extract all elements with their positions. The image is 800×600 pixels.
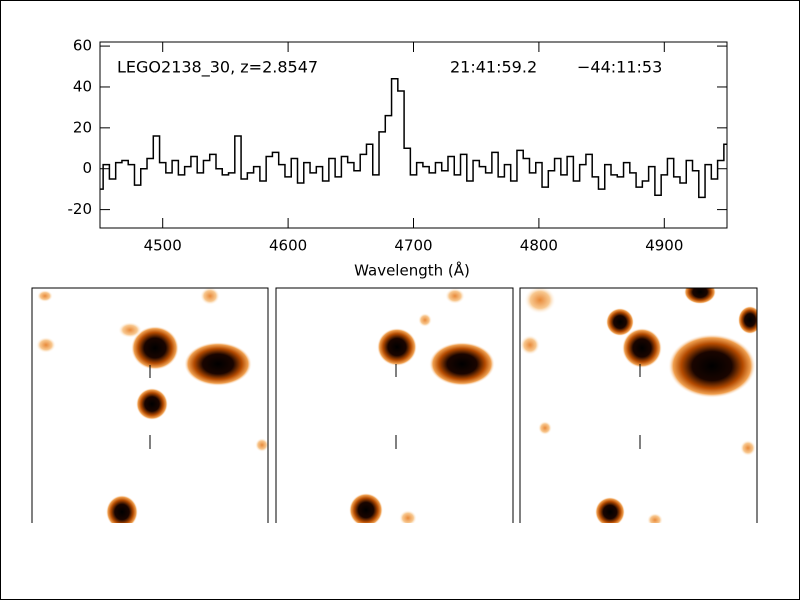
y-tick-label: 40 xyxy=(73,77,92,95)
x-tick-label: 4600 xyxy=(269,237,307,255)
panel-2 xyxy=(275,287,514,523)
panel-frame xyxy=(275,287,514,523)
image-panels xyxy=(31,287,758,523)
x-axis-label: Wavelength (Å) xyxy=(354,261,470,280)
x-tick-label: 4700 xyxy=(394,237,432,255)
y-tick-label: 0 xyxy=(82,159,92,177)
y-tick-label: 60 xyxy=(73,37,92,55)
spectrum xyxy=(100,78,727,199)
y-tick-label: -20 xyxy=(68,200,93,218)
ra-label: 21:41:59.2 xyxy=(450,58,537,77)
x-tick-label: 4500 xyxy=(144,237,182,255)
x-tick-label: 4900 xyxy=(645,237,683,255)
panel-frame xyxy=(519,287,758,523)
x-tick-label: 4800 xyxy=(520,237,558,255)
y-tick-label: 20 xyxy=(73,118,92,136)
panel-1 xyxy=(31,287,269,523)
dec-label: −44:11:53 xyxy=(577,58,662,77)
object-label: LEGO2138_30, z=2.8547 xyxy=(117,58,318,78)
panel-frame xyxy=(31,287,269,523)
panel-3 xyxy=(519,287,758,523)
